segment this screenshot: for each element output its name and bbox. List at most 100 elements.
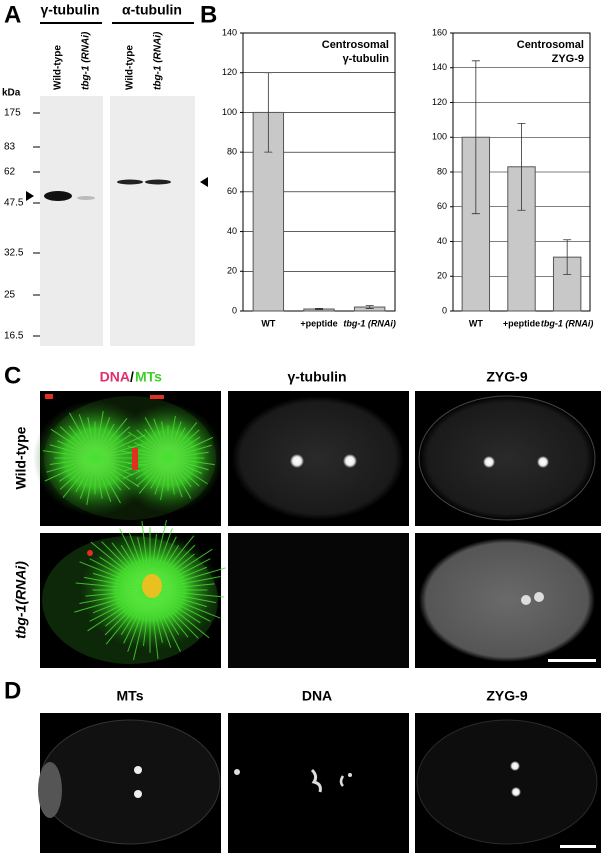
marker-label: 47.5 bbox=[4, 198, 24, 209]
ray bbox=[44, 457, 96, 482]
error-bar bbox=[563, 239, 572, 275]
ray bbox=[124, 457, 169, 472]
ray bbox=[144, 417, 169, 459]
ray bbox=[149, 589, 225, 598]
ray bbox=[94, 457, 103, 499]
ray bbox=[92, 589, 151, 614]
ray bbox=[46, 457, 96, 473]
ray bbox=[79, 457, 96, 499]
y-tick-label: 60 bbox=[227, 186, 237, 196]
panel-label: B bbox=[200, 1, 217, 28]
band bbox=[77, 196, 95, 200]
ray bbox=[149, 589, 181, 652]
arrowhead bbox=[26, 191, 34, 201]
micrograph bbox=[38, 713, 221, 853]
column-heading: DNA bbox=[302, 688, 332, 704]
micrograph bbox=[228, 533, 409, 668]
ray bbox=[161, 421, 169, 459]
ray bbox=[167, 415, 176, 459]
y-tick-label: 80 bbox=[437, 166, 447, 176]
ray bbox=[49, 457, 96, 465]
chart-title: γ-tubulin bbox=[343, 53, 390, 65]
column-heading: ZYG-9 bbox=[486, 688, 527, 704]
ray bbox=[94, 457, 133, 476]
y-tick-label: 40 bbox=[227, 226, 237, 236]
y-tick-label: 0 bbox=[232, 305, 237, 315]
ray bbox=[94, 434, 146, 459]
ray bbox=[150, 457, 169, 489]
y-tick-label: 120 bbox=[432, 97, 447, 107]
row-label: Wild-type bbox=[13, 426, 29, 489]
ray bbox=[94, 457, 122, 491]
ray bbox=[149, 589, 172, 648]
marker-label: 83 bbox=[4, 142, 16, 153]
ray bbox=[68, 425, 96, 459]
ray bbox=[86, 457, 96, 506]
panel-label: C bbox=[4, 362, 21, 389]
ray bbox=[87, 417, 96, 459]
ray bbox=[167, 429, 200, 459]
ray bbox=[149, 567, 226, 591]
ray bbox=[101, 541, 151, 591]
ray bbox=[167, 457, 203, 474]
ray bbox=[75, 582, 151, 591]
ray bbox=[167, 457, 192, 488]
ray bbox=[167, 457, 200, 487]
y-tick-label: 20 bbox=[227, 266, 237, 276]
ray bbox=[94, 410, 104, 459]
ray bbox=[149, 589, 221, 619]
ray bbox=[74, 589, 151, 613]
ray bbox=[94, 457, 131, 490]
micrograph bbox=[415, 713, 601, 853]
y-tick-label: 140 bbox=[432, 62, 447, 72]
ray bbox=[94, 417, 128, 459]
blot-membrane bbox=[110, 96, 195, 346]
error-bar bbox=[365, 305, 374, 309]
ray bbox=[94, 426, 131, 459]
column-heading: γ-tubulin bbox=[287, 369, 346, 385]
y-tick-label: 160 bbox=[432, 27, 447, 37]
ray bbox=[127, 589, 151, 652]
ray bbox=[94, 457, 148, 466]
y-tick-label: 60 bbox=[437, 201, 447, 211]
ray bbox=[153, 418, 169, 459]
chart-title: Centrosomal bbox=[322, 39, 389, 51]
micrograph bbox=[415, 391, 601, 526]
column-heading: MTs bbox=[135, 369, 162, 385]
ray bbox=[84, 576, 151, 591]
marker-label: 175 bbox=[4, 108, 21, 119]
ray bbox=[57, 440, 96, 459]
ray bbox=[75, 457, 96, 493]
x-tick-label: tbg-1 (RNAi) bbox=[343, 318, 396, 328]
error-bar bbox=[315, 308, 323, 311]
ray bbox=[121, 450, 169, 459]
ray bbox=[85, 589, 151, 597]
ray bbox=[167, 444, 212, 459]
ray bbox=[154, 457, 169, 495]
ray bbox=[94, 434, 131, 459]
blot-header: γ-tubulin bbox=[40, 2, 99, 18]
ray bbox=[105, 589, 151, 627]
lane-label: tbg-1 (RNAi) bbox=[81, 31, 92, 90]
ray bbox=[94, 443, 144, 459]
ray bbox=[149, 589, 216, 604]
ray bbox=[149, 589, 163, 643]
ray bbox=[42, 450, 96, 459]
ray bbox=[167, 422, 198, 459]
y-tick-label: 120 bbox=[222, 67, 237, 77]
ray bbox=[122, 457, 169, 480]
marker-label: 62 bbox=[4, 167, 16, 178]
ray bbox=[136, 429, 169, 459]
western-blot: γ-tubulin α-tubulin Wild-type tbg-1 (RNA… bbox=[2, 2, 208, 346]
ray bbox=[142, 589, 151, 646]
lane-label: Wild-type bbox=[53, 45, 64, 90]
column-heading: MTs bbox=[117, 688, 144, 704]
ray bbox=[94, 423, 115, 459]
ray bbox=[89, 589, 151, 622]
ray bbox=[167, 457, 183, 498]
error-bar bbox=[264, 72, 273, 153]
ray bbox=[89, 558, 151, 591]
y-tick-label: 0 bbox=[442, 305, 447, 315]
ray bbox=[79, 561, 151, 591]
